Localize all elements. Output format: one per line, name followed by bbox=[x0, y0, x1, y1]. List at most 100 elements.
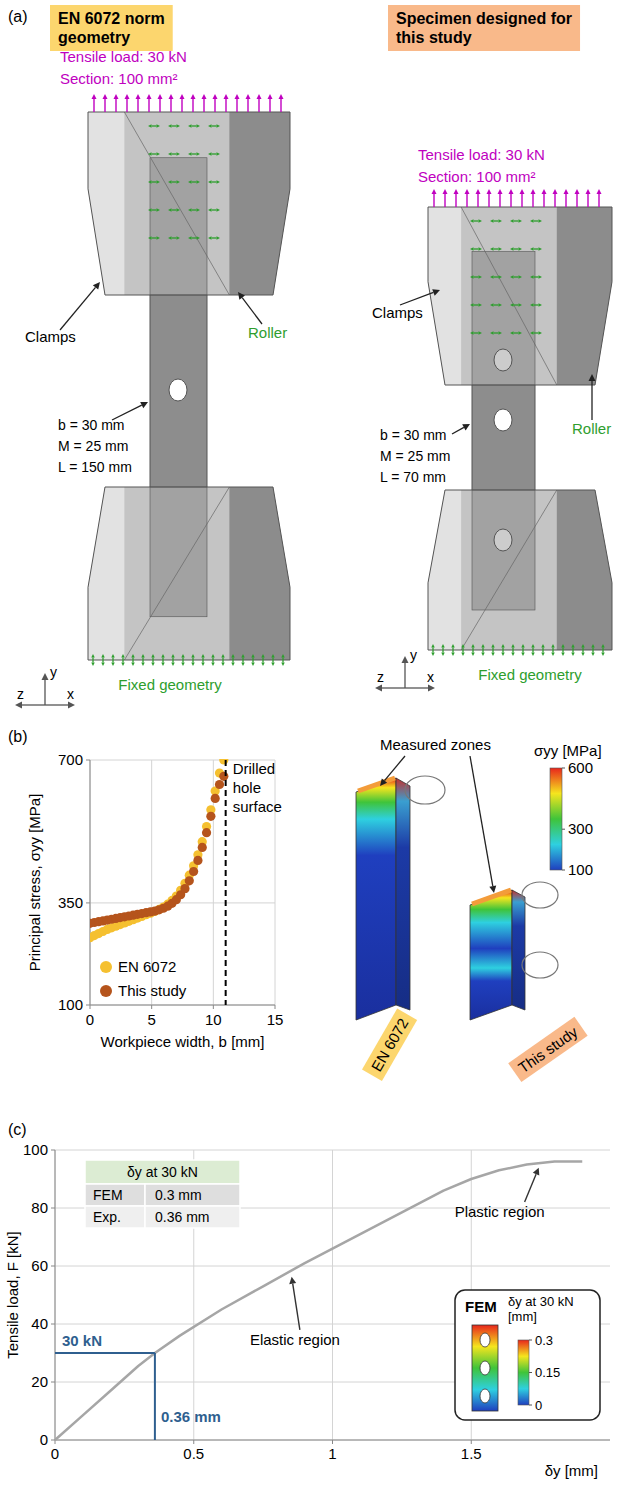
clamps-label: Clamps bbox=[25, 328, 76, 345]
arrow-head bbox=[101, 654, 105, 658]
load-arrow bbox=[268, 94, 273, 112]
dimension-label: b = 30 mm bbox=[380, 427, 447, 443]
arrow-shaft bbox=[115, 99, 116, 112]
arrow-shaft bbox=[532, 194, 533, 207]
arrow-shaft bbox=[152, 660, 153, 663]
arrow-head bbox=[201, 663, 205, 667]
roller-marker bbox=[490, 219, 496, 223]
tick bbox=[332, 1440, 333, 1444]
roller-marker bbox=[470, 331, 476, 335]
arrow-head bbox=[479, 303, 483, 307]
fixed-marker bbox=[541, 650, 545, 656]
arrow-head bbox=[251, 654, 255, 658]
section-label: Section: 100 mm² bbox=[418, 168, 536, 185]
clamp-face bbox=[428, 207, 461, 385]
roller-marker bbox=[214, 152, 220, 156]
arrow-head bbox=[157, 124, 161, 128]
chart: 00.511.5020406080100Tensile load, F [kN]… bbox=[4, 1141, 610, 1479]
arrow-head bbox=[519, 275, 523, 279]
arrow-head bbox=[539, 331, 543, 335]
dimension-label: L = 150 mm bbox=[58, 459, 132, 475]
colorbar bbox=[518, 1340, 529, 1405]
arrow-head bbox=[181, 654, 185, 658]
arrow-shaft bbox=[452, 648, 453, 651]
arrow-head bbox=[131, 654, 135, 658]
arrow-shaft bbox=[384, 756, 405, 781]
fixed-marker bbox=[481, 650, 485, 656]
arrow-shaft bbox=[592, 648, 593, 651]
arrow-shaft bbox=[514, 248, 517, 249]
arrow-head bbox=[571, 644, 575, 648]
reference-line bbox=[154, 1353, 156, 1440]
arrow-head bbox=[499, 275, 503, 279]
grid-line bbox=[90, 902, 275, 903]
grid-line bbox=[55, 1266, 610, 1267]
fem-specimen bbox=[472, 1325, 498, 1411]
arrow-shaft bbox=[536, 276, 539, 277]
arrow-shaft bbox=[258, 99, 259, 112]
load-arrow bbox=[114, 94, 119, 112]
arrow-shaft bbox=[154, 209, 157, 210]
dimension-label: L = 70 mm bbox=[380, 469, 446, 485]
fixed-marker bbox=[511, 644, 515, 650]
arrow-shaft bbox=[212, 237, 215, 238]
data-point bbox=[198, 843, 207, 852]
arrow-shaft bbox=[400, 292, 433, 305]
arrow-shaft bbox=[112, 658, 113, 661]
arrow-head bbox=[575, 189, 580, 194]
colorbar-label: 600 bbox=[568, 759, 593, 776]
data-point bbox=[202, 828, 211, 837]
arrow-head bbox=[191, 663, 195, 667]
arrow-head bbox=[241, 663, 245, 667]
clamp-edge bbox=[461, 207, 557, 385]
arrow-head bbox=[177, 208, 181, 212]
tick-label: 5 bbox=[147, 1011, 155, 1028]
arrow-head bbox=[217, 124, 221, 128]
clamp bbox=[88, 112, 290, 295]
arrow-shaft bbox=[502, 648, 503, 651]
arrow-head bbox=[601, 653, 605, 657]
roller-marker bbox=[476, 219, 482, 223]
colorbar-label: 0 bbox=[535, 1398, 542, 1413]
arrow-shaft bbox=[532, 650, 533, 653]
arrow-head bbox=[553, 189, 558, 194]
arrow-head bbox=[161, 663, 165, 667]
fixed-marker bbox=[511, 650, 515, 656]
arrow-shaft bbox=[444, 194, 445, 207]
arrow-head bbox=[148, 180, 152, 184]
clamp-face bbox=[88, 487, 124, 660]
arrow-head bbox=[168, 208, 172, 212]
arrow-shaft bbox=[534, 248, 537, 249]
load-label: Tensile load: 30 kN bbox=[418, 146, 545, 163]
arrow-head bbox=[470, 303, 474, 307]
roller-marker bbox=[530, 331, 536, 335]
clamp-edge bbox=[124, 487, 229, 660]
fixed-marker bbox=[491, 644, 495, 650]
load-arrow bbox=[575, 189, 580, 207]
arrow-head bbox=[479, 331, 483, 335]
roller-marker bbox=[214, 180, 220, 184]
grid-line bbox=[55, 1150, 610, 1151]
table-cell bbox=[85, 1206, 145, 1228]
view-label: EN 6072 bbox=[362, 1009, 417, 1081]
arrow-head bbox=[257, 94, 262, 99]
arrow-shaft bbox=[496, 248, 499, 249]
axis-arrow bbox=[405, 685, 435, 692]
roller-marker bbox=[516, 275, 522, 279]
roller-marker bbox=[530, 303, 536, 307]
legend-label: EN 6072 bbox=[118, 958, 176, 975]
specimen-grip bbox=[472, 490, 535, 610]
arrow-shaft bbox=[232, 658, 233, 661]
arrow-head bbox=[499, 219, 503, 223]
arrow-head bbox=[68, 702, 75, 709]
arrow-head bbox=[530, 247, 534, 251]
arrow-shaft bbox=[252, 658, 253, 661]
arrow-head bbox=[168, 236, 172, 240]
arrow-shaft bbox=[404, 663, 405, 688]
colorbar-tick bbox=[562, 829, 565, 830]
arrow-head bbox=[281, 654, 285, 658]
arrow-head bbox=[490, 303, 494, 307]
arrow-shaft bbox=[174, 153, 177, 154]
arrow-head bbox=[197, 124, 201, 128]
fixed-marker bbox=[111, 654, 115, 660]
